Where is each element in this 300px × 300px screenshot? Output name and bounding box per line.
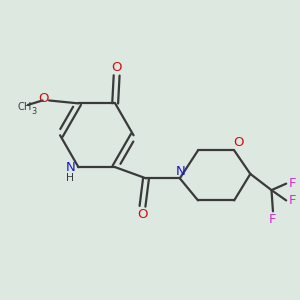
Text: F: F <box>289 177 296 190</box>
Text: N: N <box>65 161 75 174</box>
Text: 3: 3 <box>32 107 37 116</box>
Text: O: O <box>38 92 49 105</box>
Text: N: N <box>176 165 185 178</box>
Text: O: O <box>111 61 122 74</box>
Text: F: F <box>289 194 296 207</box>
Text: CH: CH <box>17 102 32 112</box>
Text: O: O <box>137 208 148 221</box>
Text: O: O <box>233 136 244 148</box>
Text: H: H <box>66 173 74 183</box>
Text: F: F <box>269 213 277 226</box>
